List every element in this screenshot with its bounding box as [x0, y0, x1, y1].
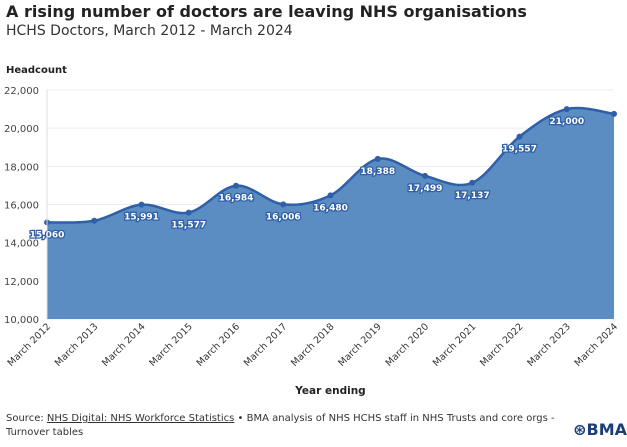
data-label: 17,137 [455, 191, 490, 201]
data-label: 17,499 [408, 184, 443, 194]
y-axis-label: Headcount [6, 65, 67, 76]
x-tick-label: March 2015 [147, 321, 194, 368]
area-fill [47, 108, 614, 319]
x-tick-label: March 2022 [478, 321, 525, 368]
data-point [91, 217, 98, 224]
x-tick-label: March 2016 [195, 321, 242, 368]
x-tick-label: March 2020 [384, 321, 431, 368]
data-point [327, 192, 334, 199]
x-tick-label: March 2023 [525, 321, 572, 368]
chart-title: A rising number of doctors are leaving N… [6, 2, 527, 21]
y-tick-label: 22,000 [4, 86, 39, 97]
y-tick-label: 18,000 [4, 162, 39, 173]
chart-subtitle: HCHS Doctors, March 2012 - March 2024 [6, 23, 293, 39]
x-tick-label: March 2012 [6, 321, 53, 368]
x-axis-label: Year ending [294, 385, 365, 397]
data-label: 16,984 [219, 194, 254, 204]
data-label: 21,000 [549, 117, 584, 127]
x-tick-label: March 2021 [431, 321, 478, 368]
data-point [233, 182, 239, 189]
data-point [469, 179, 476, 186]
data-label: 15,577 [171, 221, 206, 231]
x-tick-label: March 2013 [53, 321, 100, 368]
data-label: 15,991 [124, 213, 159, 223]
x-tick-label: March 2019 [336, 321, 383, 368]
x-tick-label: March 2024 [573, 321, 620, 368]
x-tick-label: March 2017 [242, 321, 289, 368]
x-tick-label: March 2014 [100, 321, 147, 368]
source-rest: • BMA analysis of NHS HCHS staff in NHS … [6, 413, 555, 438]
data-point [185, 209, 192, 216]
data-point [563, 106, 570, 113]
data-point [280, 201, 287, 208]
source-link[interactable]: NHS Digital: NHS Workforce Statistics [46, 413, 235, 424]
data-point [374, 155, 381, 162]
data-label: 18,388 [360, 167, 395, 177]
data-label: 16,006 [266, 212, 301, 222]
data-point [422, 172, 428, 179]
data-point [138, 201, 145, 208]
data-label: 19,557 [502, 145, 537, 155]
source-note: Source: NHS Digital: NHS Workforce Stati… [6, 412, 566, 440]
data-point [516, 133, 523, 140]
y-tick-label: 20,000 [4, 124, 39, 135]
y-tick-label: 14,000 [4, 239, 39, 250]
bma-logo: ⊛BMA [573, 420, 627, 439]
source-prefix: Source: [6, 413, 47, 424]
y-tick-label: 10,000 [4, 315, 39, 326]
x-tick-label: March 2018 [289, 321, 336, 368]
y-tick-label: 12,000 [4, 277, 39, 288]
data-point [611, 110, 617, 117]
y-tick-label: 16,000 [4, 201, 39, 212]
data-label: 16,480 [313, 203, 348, 213]
